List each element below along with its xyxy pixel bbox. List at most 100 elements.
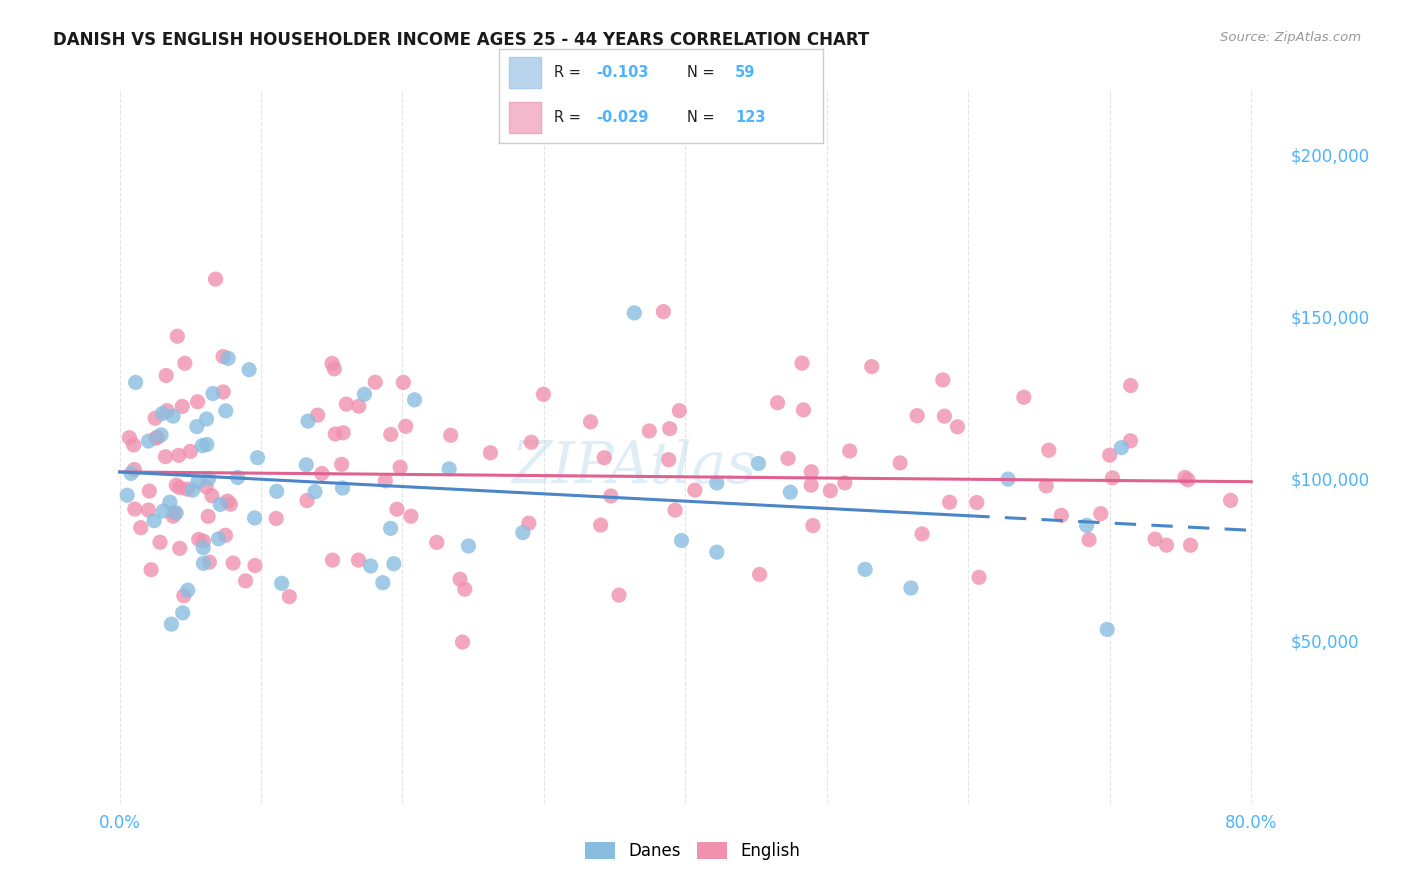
- Point: [623, 306, 645, 320]
- Point: [404, 392, 426, 407]
- Point: [235, 574, 257, 588]
- Point: [187, 475, 209, 489]
- Point: [664, 503, 686, 517]
- Point: [997, 472, 1019, 486]
- Text: 59: 59: [735, 65, 755, 80]
- Point: [967, 570, 990, 584]
- Point: [172, 606, 194, 620]
- Point: [120, 467, 142, 481]
- Point: [900, 581, 922, 595]
- FancyBboxPatch shape: [509, 102, 541, 134]
- Point: [1090, 507, 1112, 521]
- Point: [165, 478, 187, 492]
- Point: [517, 516, 540, 530]
- Point: [118, 431, 141, 445]
- Point: [1180, 538, 1202, 552]
- Point: [946, 419, 969, 434]
- Point: [204, 272, 226, 286]
- Point: [172, 400, 194, 414]
- Point: [145, 431, 167, 445]
- Point: [159, 495, 181, 509]
- Point: [173, 589, 195, 603]
- Point: [533, 387, 555, 401]
- Point: [364, 376, 387, 390]
- Point: [179, 444, 201, 458]
- Point: [150, 428, 173, 442]
- Point: [155, 368, 177, 383]
- Point: [215, 404, 238, 418]
- Text: N =: N =: [686, 110, 718, 125]
- Point: [195, 437, 218, 451]
- Point: [152, 504, 174, 518]
- Point: [599, 489, 621, 503]
- Point: [124, 376, 146, 390]
- Point: [146, 430, 169, 444]
- Point: [801, 518, 824, 533]
- Point: [652, 304, 675, 318]
- Point: [243, 511, 266, 525]
- Point: [197, 509, 219, 524]
- Point: [181, 483, 204, 498]
- Point: [1119, 378, 1142, 392]
- Text: -0.029: -0.029: [596, 110, 648, 125]
- Point: [186, 419, 208, 434]
- Point: [911, 527, 934, 541]
- Point: [512, 525, 534, 540]
- Point: [1098, 448, 1121, 462]
- Point: [201, 386, 224, 401]
- Point: [889, 456, 911, 470]
- Point: [440, 428, 463, 442]
- Point: [217, 351, 239, 366]
- Point: [214, 528, 236, 542]
- Point: [124, 462, 146, 476]
- Point: [790, 356, 813, 370]
- Text: Source: ZipAtlas.com: Source: ZipAtlas.com: [1220, 31, 1361, 45]
- Point: [905, 409, 928, 423]
- Point: [330, 458, 353, 472]
- Point: [139, 563, 162, 577]
- Point: [426, 535, 449, 549]
- Point: [162, 509, 184, 524]
- Point: [207, 532, 229, 546]
- Point: [820, 483, 842, 498]
- Point: [138, 484, 160, 499]
- Point: [295, 493, 318, 508]
- Point: [335, 397, 357, 411]
- Point: [156, 403, 179, 417]
- Point: [607, 588, 630, 602]
- Point: [191, 439, 214, 453]
- Point: [382, 557, 405, 571]
- Point: [454, 582, 477, 596]
- Point: [177, 583, 200, 598]
- Text: -0.103: -0.103: [596, 65, 648, 80]
- Point: [1038, 443, 1060, 458]
- Point: [217, 494, 239, 508]
- Point: [1219, 493, 1241, 508]
- Point: [219, 497, 242, 511]
- Point: [1144, 532, 1167, 546]
- Point: [658, 422, 681, 436]
- Text: R =: R =: [554, 110, 586, 125]
- Point: [193, 541, 215, 555]
- Point: [1156, 538, 1178, 552]
- Point: [389, 460, 412, 475]
- Point: [800, 478, 823, 492]
- Point: [374, 474, 396, 488]
- Point: [193, 556, 215, 570]
- Point: [138, 434, 160, 448]
- Point: [451, 635, 474, 649]
- Point: [278, 590, 301, 604]
- Point: [129, 521, 152, 535]
- Point: [1076, 518, 1098, 533]
- Point: [353, 387, 375, 401]
- Point: [1078, 533, 1101, 547]
- Point: [169, 541, 191, 556]
- Point: [938, 495, 960, 509]
- Point: [321, 356, 343, 370]
- Point: [197, 471, 219, 485]
- Point: [243, 558, 266, 573]
- Point: [138, 503, 160, 517]
- Point: [932, 373, 955, 387]
- Point: [1050, 508, 1073, 523]
- Point: [766, 396, 789, 410]
